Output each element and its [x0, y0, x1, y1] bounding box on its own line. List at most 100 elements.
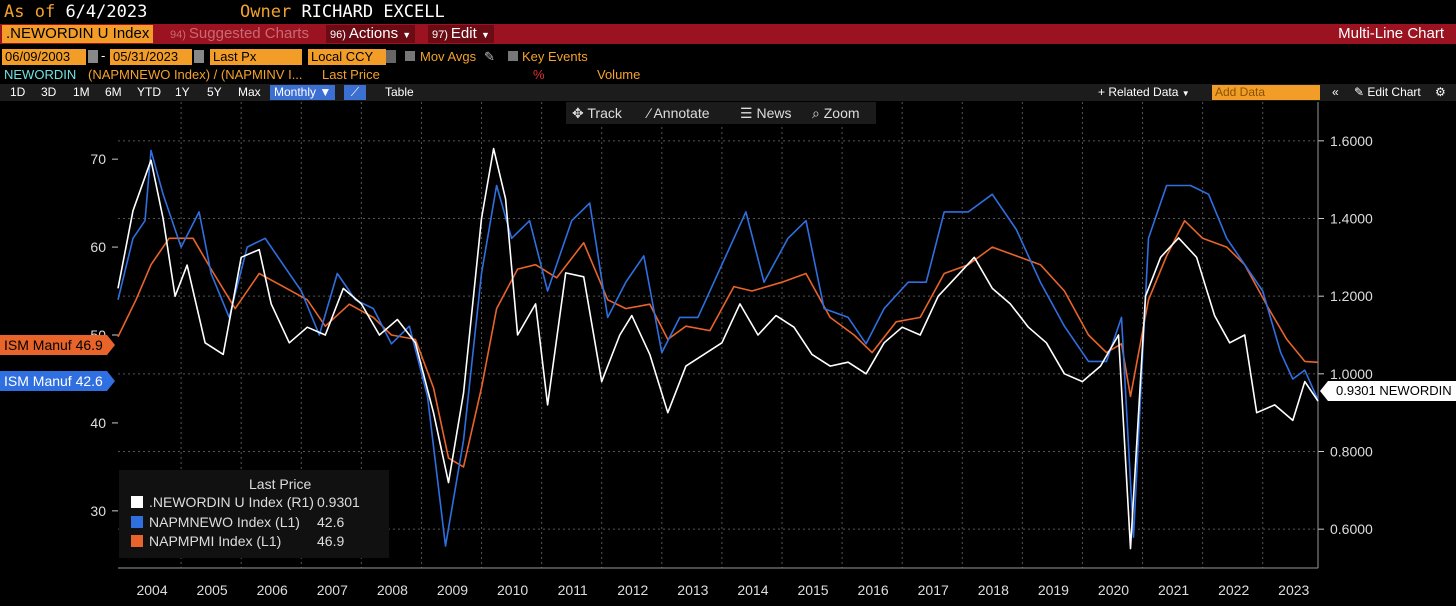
actions-num: 96): [330, 29, 346, 41]
left-axis-tick-label: 70: [90, 151, 106, 167]
zoom-label: Zoom: [823, 105, 860, 121]
series-header: NEWORDIN (NAPMNEWO Index) / (NAPMINV I..…: [0, 67, 1456, 83]
suggested-label: Suggested Charts: [188, 25, 309, 42]
x-axis-tick-label: 2023: [1278, 582, 1309, 598]
annotate-tool[interactable]: ∕ Annotate: [648, 104, 710, 122]
left-axis-tick-label: 40: [90, 415, 106, 431]
chevron-down-icon: ▼: [402, 30, 412, 40]
price-field[interactable]: Last Px: [210, 49, 302, 65]
as-of-label: As of: [4, 2, 56, 22]
chevron-down-icon: ▼: [319, 85, 332, 99]
as-of-date[interactable]: 6/4/2023: [65, 2, 148, 22]
calendar-icon[interactable]: [88, 50, 98, 63]
period-label: Monthly: [274, 85, 317, 99]
range-toolbar: 1D 3D 1M 6M YTD 1Y 5Y Max Monthly ▼ ⟋ Ta…: [0, 84, 1456, 101]
x-axis-tick-label: 2009: [437, 582, 468, 598]
x-axis-tick-label: 2004: [136, 582, 167, 598]
related-data-button[interactable]: + Related Data ▼: [1098, 85, 1190, 101]
start-date-field[interactable]: 06/09/2003: [2, 49, 86, 65]
legend-name: NAPMNEWO Index (L1): [149, 514, 300, 530]
legend-name: .NEWORDIN U Index (R1): [149, 494, 314, 510]
zoom-tool[interactable]: ⌕ Zoom: [812, 104, 860, 122]
as-of: As of 6/4/2023: [4, 2, 147, 22]
volume-label: Volume: [597, 67, 641, 82]
right-axis-tick-label: 1.6000: [1330, 133, 1373, 149]
pencil-icon: ✎: [1354, 85, 1365, 99]
key-events-label: Key Events: [522, 49, 588, 64]
line-chart-icon[interactable]: ⟋: [344, 85, 366, 100]
ticker-field[interactable]: .NEWORDIN U Index: [2, 25, 154, 43]
range-1d[interactable]: 1D: [10, 85, 26, 99]
period-dropdown[interactable]: Monthly ▼: [270, 85, 336, 100]
x-axis-tick-label: 2010: [497, 582, 528, 598]
pencil-icon[interactable]: ✎: [484, 49, 495, 64]
right-axis-tick-label: 0.6000: [1330, 521, 1373, 537]
gear-icon[interactable]: ⚙: [1435, 85, 1446, 99]
right-axis-tick-label: 1.4000: [1330, 211, 1373, 227]
x-axis-tick-label: 2013: [677, 582, 708, 598]
range-max[interactable]: Max: [238, 85, 261, 99]
legend-swatch: [131, 516, 143, 528]
x-axis-tick-label: 2007: [317, 582, 348, 598]
actions-menu[interactable]: 96) Actions ▼: [326, 25, 416, 43]
left-axis-tick-label: 60: [90, 239, 106, 255]
edit-menu[interactable]: 97) Edit ▼: [428, 25, 494, 43]
legend-name: NAPMPMI Index (L1): [149, 533, 282, 549]
x-axis-tick-label: 2011: [558, 582, 588, 598]
x-axis-tick-label: 2022: [1218, 582, 1249, 598]
track-label: Track: [587, 105, 622, 121]
range-ytd[interactable]: YTD: [137, 85, 161, 99]
menu-bar: .NEWORDIN U Index 94) Suggested Charts 96…: [0, 24, 1456, 44]
edit-chart-label: Edit Chart: [1367, 85, 1421, 99]
edit-label: Edit: [450, 25, 477, 42]
right-axis-tick-label: 1.0000: [1330, 366, 1373, 382]
x-axis-tick-label: 2021: [1158, 582, 1189, 598]
calendar-icon[interactable]: [194, 50, 204, 63]
legend-row: NAPMPMI Index (L1) 46.9: [131, 533, 344, 549]
legend-value: 0.9301: [317, 494, 360, 510]
chart-toolbar: ✥ Track ∕ Annotate ☰ News ⌕ Zoom: [566, 102, 876, 124]
last-price-label: Last Price: [322, 67, 380, 82]
add-data-input[interactable]: Add Data: [1212, 85, 1320, 100]
news-tool[interactable]: ☰ News: [740, 104, 791, 122]
range-1y[interactable]: 1Y: [175, 85, 190, 99]
news-label: News: [756, 105, 792, 121]
blue-tag-text: ISM Manuf 42.6: [4, 373, 103, 389]
x-axis-tick-label: 2017: [918, 582, 949, 598]
range-3d[interactable]: 3D: [41, 85, 57, 99]
owner-label: Owner: [240, 2, 292, 22]
date-dash: -: [101, 48, 106, 63]
chevron-down-icon: ▼: [480, 30, 490, 40]
table-button[interactable]: Table: [385, 85, 414, 99]
collapse-icon[interactable]: «: [1332, 85, 1339, 99]
range-1m[interactable]: 1M: [73, 85, 90, 99]
edit-num: 97): [432, 29, 448, 41]
formula-label: (NAPMNEWO Index) / (NAPMINV I...: [88, 67, 303, 82]
controls-bar: 06/09/2003 - 05/31/2023 Last Px Local CC…: [0, 48, 1456, 66]
x-axis-tick-label: 2018: [978, 582, 1009, 598]
currency-field[interactable]: Local CCY: [308, 49, 386, 65]
x-axis-tick-label: 2008: [377, 582, 408, 598]
edit-chart-button[interactable]: ✎ Edit Chart: [1354, 85, 1421, 100]
track-tool[interactable]: ✥ Track: [572, 104, 622, 122]
owner: Owner RICHARD EXCELL: [240, 2, 445, 22]
annotate-label: Annotate: [653, 105, 710, 121]
legend-row: .NEWORDIN U Index (R1) 0.9301: [131, 494, 360, 510]
white-price-tag: 0.9301 NEWORDIN: [1320, 381, 1456, 401]
suggested-charts-menu[interactable]: 94) Suggested Charts: [166, 25, 313, 43]
series-label: NEWORDIN: [4, 67, 77, 82]
range-5y[interactable]: 5Y: [207, 85, 222, 99]
dropdown-arrow-icon[interactable]: [386, 50, 396, 63]
x-axis-tick-label: 2012: [617, 582, 648, 598]
right-axis-tick-label: 0.8000: [1330, 444, 1373, 460]
key-events-checkbox[interactable]: [508, 51, 518, 61]
mov-avgs-checkbox[interactable]: [405, 51, 415, 61]
legend-row: NAPMNEWO Index (L1) 42.6: [131, 514, 344, 530]
x-axis-tick-label: 2006: [257, 582, 288, 598]
legend-swatch: [131, 535, 143, 547]
blue-price-tag: ISM Manuf 42.6: [0, 371, 115, 391]
end-date-field[interactable]: 05/31/2023: [110, 49, 192, 65]
mov-avgs-label: Mov Avgs: [420, 49, 477, 64]
range-6m[interactable]: 6M: [105, 85, 122, 99]
actions-label: Actions: [348, 25, 399, 42]
